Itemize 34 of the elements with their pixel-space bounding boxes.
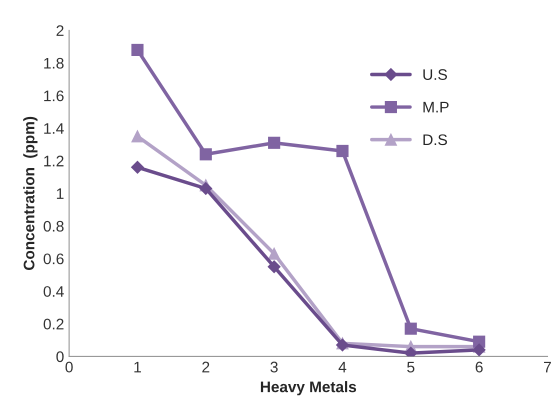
y-tick-label: 1.2 bbox=[44, 156, 64, 166]
x-tick-label: 5 bbox=[407, 362, 414, 372]
point bbox=[336, 144, 349, 158]
x-tick-label: 2 bbox=[202, 362, 210, 372]
x-tick-label: 7 bbox=[544, 362, 551, 372]
point bbox=[472, 343, 486, 356]
x-tick-label: 1 bbox=[134, 362, 141, 372]
y-tick-label: 1.4 bbox=[44, 123, 64, 134]
point bbox=[404, 322, 417, 335]
y-tick-label: 2 bbox=[56, 25, 64, 36]
y-tick-label: 1.6 bbox=[44, 90, 64, 102]
legend-label: M.P bbox=[423, 102, 449, 112]
point bbox=[268, 248, 280, 260]
point bbox=[131, 130, 144, 142]
x-tick-label: 0 bbox=[65, 362, 73, 372]
y-axis-title: Concentration (ppm) bbox=[23, 116, 38, 270]
y-tick-label: 0.6 bbox=[44, 253, 64, 264]
point bbox=[200, 148, 212, 160]
x-axis-title: Heavy Metals bbox=[260, 381, 356, 396]
x-tick-label: 4 bbox=[338, 362, 346, 372]
x-tick-label: 6 bbox=[476, 362, 483, 372]
x-tick-label: 3 bbox=[270, 362, 278, 372]
point bbox=[268, 260, 281, 274]
y-tick-label: 0.4 bbox=[44, 286, 64, 297]
legend-label: U.S bbox=[423, 69, 447, 80]
y-tick-label: 0 bbox=[56, 351, 64, 362]
point bbox=[268, 136, 280, 149]
legend-label: D.S bbox=[423, 134, 447, 146]
y-tick-label: 1.8 bbox=[44, 58, 64, 69]
point bbox=[131, 160, 144, 174]
point bbox=[131, 44, 144, 56]
y-tick-label: 0.8 bbox=[44, 220, 64, 232]
y-tick-label: 0.2 bbox=[44, 318, 64, 330]
y-tick-label: 1 bbox=[56, 188, 64, 199]
